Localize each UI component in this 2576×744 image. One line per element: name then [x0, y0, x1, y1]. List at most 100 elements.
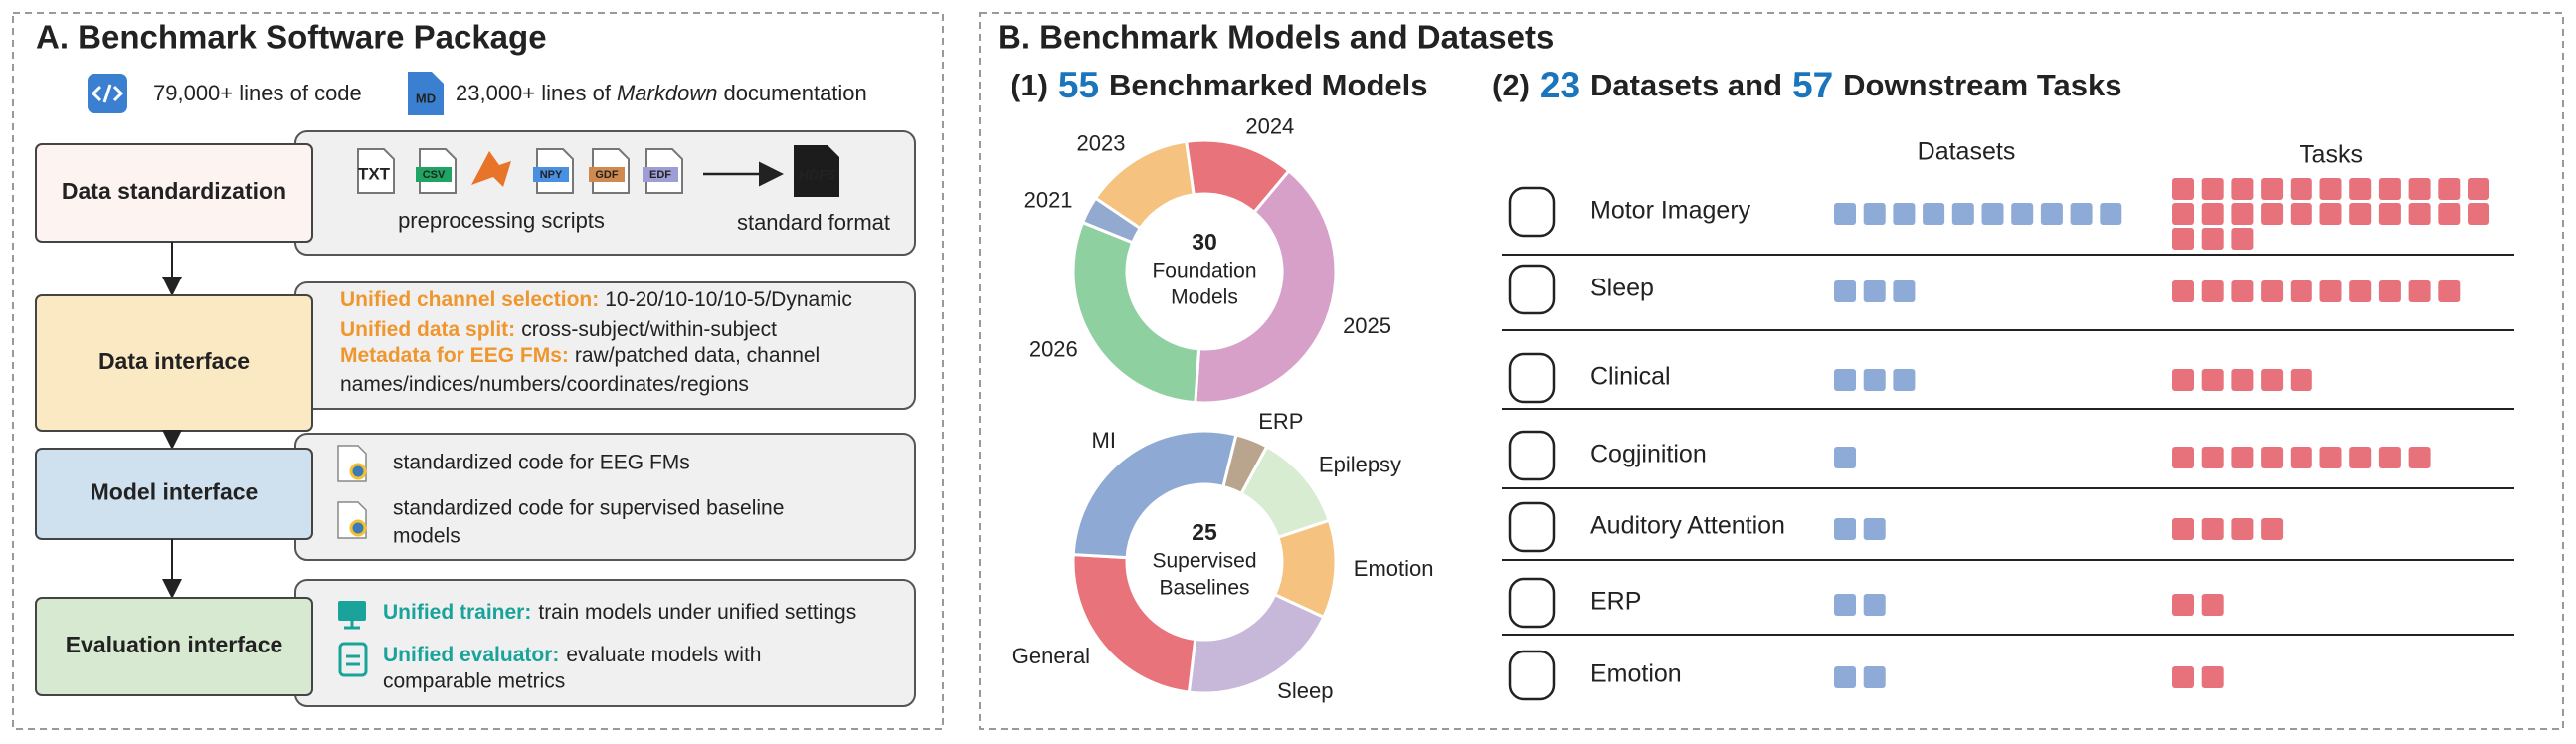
task-square — [2349, 447, 2372, 468]
interface-line: standardized code for EEG FMs — [393, 452, 690, 474]
stat-text: 79,000+ lines of code — [153, 81, 362, 105]
task-square — [2408, 280, 2431, 302]
dataset-square — [1834, 280, 1856, 302]
interface-line: names/indices/numbers/coordinates/region… — [340, 373, 749, 396]
file-format: EDF — [649, 169, 671, 181]
task-square — [2290, 369, 2312, 391]
dataset-square — [1863, 203, 1886, 225]
task-square — [2319, 178, 2342, 200]
task-square — [2290, 280, 2312, 302]
task-square — [2290, 203, 2312, 225]
category-label: ERP — [1590, 588, 1641, 616]
task-square — [2231, 178, 2254, 200]
category-label: Clinical — [1590, 363, 1671, 391]
key-text: Unified data split: — [340, 318, 515, 341]
stage-label: Model interface — [91, 479, 259, 505]
task-squares — [2172, 594, 2224, 616]
category-icon — [1508, 352, 1556, 404]
task-squares — [2172, 447, 2431, 468]
donut-segment — [1071, 429, 1238, 560]
stat-text: 23,000+ lines of Markdown documentation — [456, 81, 867, 105]
stage-label: Evaluation interface — [66, 632, 283, 657]
task-square — [2201, 228, 2224, 250]
task-square — [2172, 203, 2194, 225]
donut-label: Emotion — [1354, 556, 1434, 581]
dataset-square — [1863, 666, 1886, 688]
stat-part: Markdown — [617, 81, 717, 105]
dataset-squares — [1834, 369, 1916, 391]
heading-part: (1) — [1011, 68, 1048, 102]
heading-count: 23 — [1540, 65, 1580, 105]
stage-box — [35, 143, 313, 243]
task-square — [2172, 280, 2194, 302]
task-square — [2201, 666, 2224, 688]
category-label: Emotion — [1590, 660, 1682, 688]
category-icon — [1508, 577, 1556, 629]
dataset-square — [1834, 447, 1856, 468]
trainer-icon — [338, 601, 366, 621]
panel-title: B. Benchmark Models and Datasets — [998, 19, 1554, 56]
task-square — [2172, 594, 2194, 616]
key-text: Metadata for EEG FMs: — [340, 344, 569, 367]
task-square — [2319, 203, 2342, 225]
category-icon — [1508, 650, 1556, 701]
file-badge — [533, 167, 569, 182]
key-text: Unified channel selection: — [340, 288, 599, 311]
task-square — [2231, 228, 2254, 250]
task-squares — [2172, 369, 2312, 391]
donut-center-number: 30 — [1192, 229, 1217, 255]
matlab-icon — [471, 151, 511, 187]
line-text: evaluate models with — [566, 644, 761, 666]
key-text: Unified trainer: — [383, 601, 531, 624]
dataset-square — [1981, 203, 2004, 225]
file-icon — [357, 148, 395, 194]
donut-label: Epilepsy — [1319, 452, 1401, 476]
donut-segment — [1071, 220, 1201, 405]
dataset-square — [1923, 203, 1945, 225]
task-square — [2408, 447, 2431, 468]
donut-label: ERP — [1258, 409, 1303, 434]
task-square — [2261, 369, 2284, 391]
interface-line: Unified channel selection: 10-20/10-10/10… — [340, 288, 852, 311]
dataset-square — [1863, 280, 1886, 302]
dataset-square — [1834, 666, 1856, 688]
dataset-squares — [1834, 280, 1916, 302]
column-header: Tasks — [2300, 141, 2363, 169]
task-square — [2319, 447, 2342, 468]
evaluator-lines — [346, 654, 360, 666]
dataset-square — [1834, 203, 1856, 225]
task-square — [2261, 447, 2284, 468]
task-square — [2201, 203, 2224, 225]
heading-part: Datasets and — [1590, 68, 1782, 102]
key-text: Unified evaluator: — [383, 644, 559, 666]
section-heading: (1) 55 Benchmarked Models — [1011, 65, 1427, 105]
heading-part: Downstream Tasks — [1843, 68, 2121, 102]
donut-label: General — [1012, 644, 1090, 668]
donut-segment — [1071, 553, 1197, 694]
line-text: 10-20/10-10/10-5/Dynamic — [605, 288, 852, 311]
task-square — [2468, 203, 2489, 225]
interface-line: Unified trainer: train models under unifi… — [383, 601, 856, 624]
task-square — [2408, 178, 2431, 200]
task-squares — [2172, 666, 2224, 688]
md-icon-label: MD — [416, 91, 436, 105]
category-icon — [1508, 264, 1556, 315]
category-icon — [1508, 430, 1556, 481]
task-square — [2378, 447, 2401, 468]
dataset-square — [2040, 203, 2063, 225]
file-format: GDF — [595, 169, 619, 181]
dataset-square — [1893, 203, 1916, 225]
dataset-squares — [1834, 594, 1886, 616]
dataset-square — [2011, 203, 2034, 225]
line-text: train models under unified settings — [538, 601, 856, 624]
task-square — [2349, 203, 2372, 225]
dataset-square — [1893, 369, 1916, 391]
python-logo — [349, 519, 367, 537]
dataset-square — [1834, 594, 1856, 616]
interface-line: standardized code for supervised baselin… — [393, 497, 784, 520]
donut-label: 2021 — [1024, 187, 1073, 212]
file-badge — [416, 167, 452, 182]
donut-segment — [1194, 168, 1338, 405]
task-square — [2319, 280, 2342, 302]
